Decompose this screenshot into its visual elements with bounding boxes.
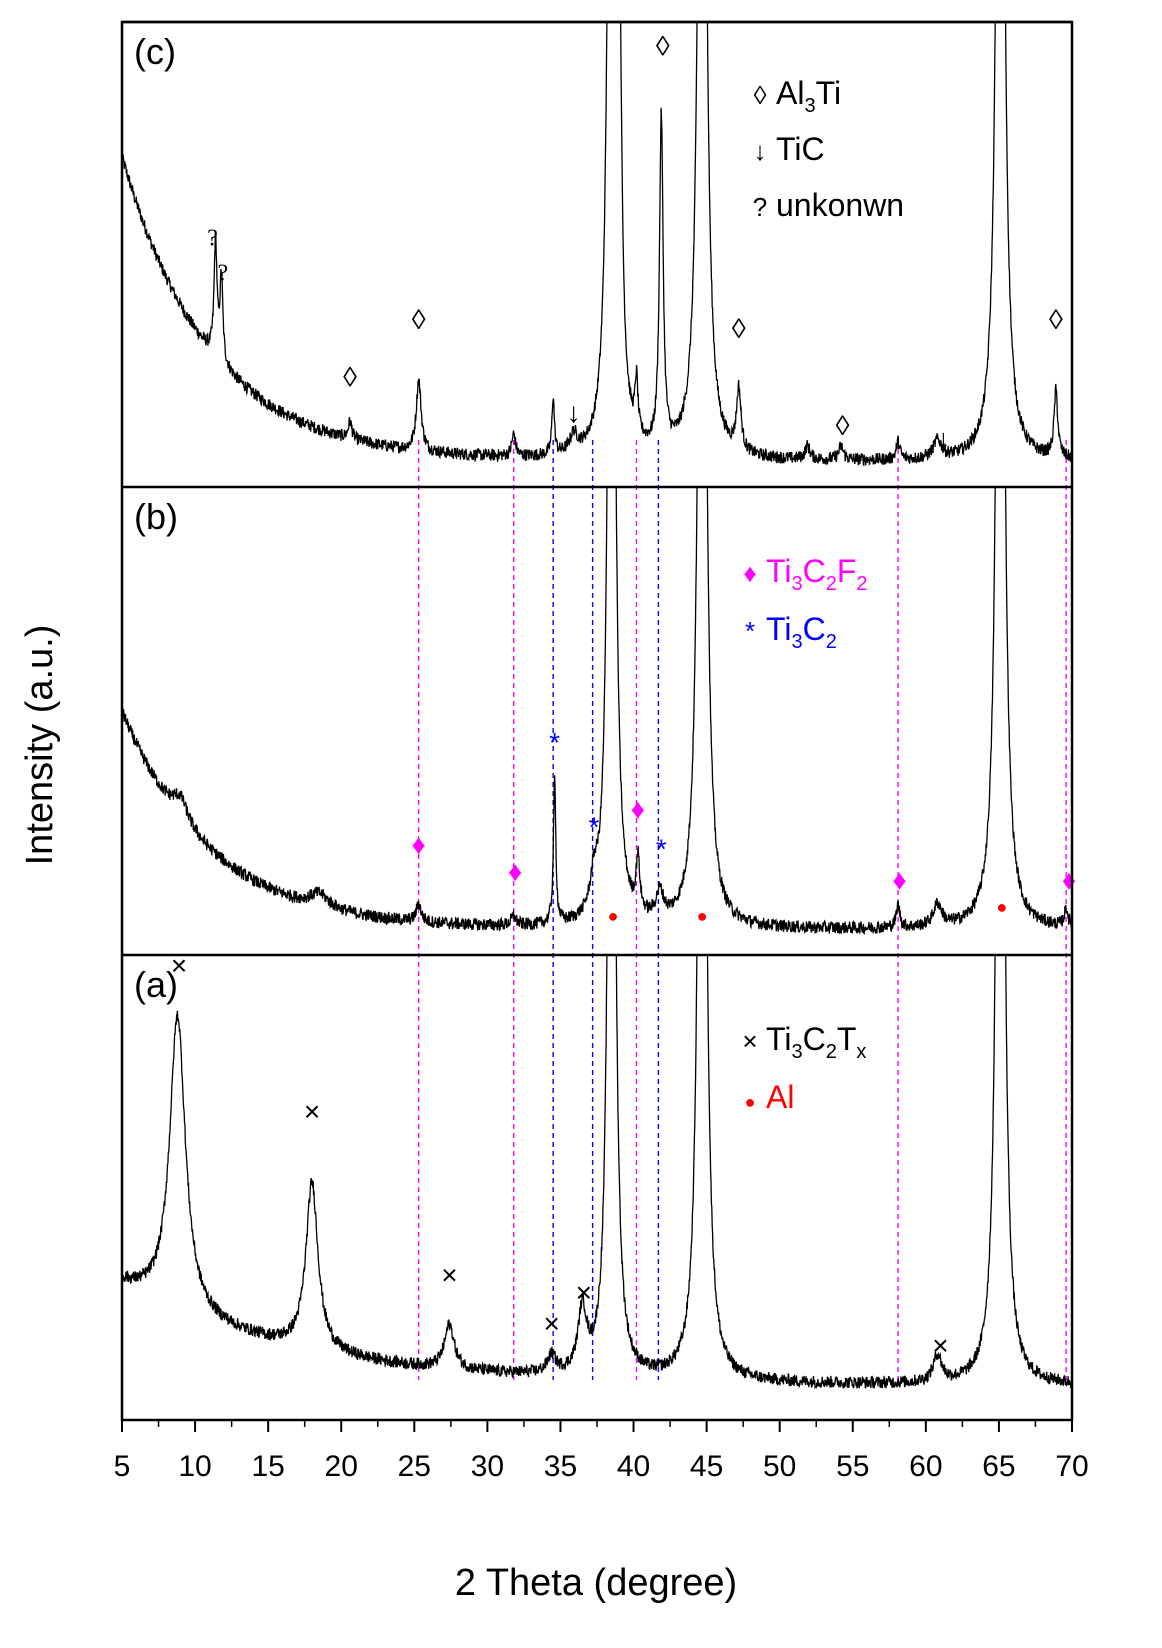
peak-marker: × (441, 1259, 457, 1290)
legend-label: unkonwn (776, 187, 904, 223)
diffraction-curves (122, 22, 1072, 1390)
x-tick-label: 50 (763, 1450, 796, 1483)
legend-label: Ti3C2F2 (766, 553, 868, 595)
legend-entry: × Ti3C2Tx (742, 1021, 866, 1063)
legend-entry: ↓ TiC (754, 131, 825, 167)
x-tick-label: 60 (909, 1450, 942, 1483)
legend-symbol: × (742, 1026, 757, 1056)
x-tick-label: 55 (836, 1450, 869, 1483)
legend-symbol: ♦ (743, 558, 756, 588)
peak-markers: ?? ◊ ◊ ↓ ◊ ◊ ↓ ◊ ◊ ↓ ◊ ♦ ♦ * * ♦ * ♦ ♦ × × × × × × ● ● ● (171, 30, 1076, 1361)
legend-entry: ● Al (745, 1079, 795, 1115)
legend-symbol: ? (753, 192, 767, 222)
legend-label: Al3Ti (776, 75, 841, 117)
peak-marker: ↓ (936, 423, 950, 454)
plot-border (120, 20, 1074, 1422)
peak-marker: ↓ (567, 397, 581, 428)
peak-marker: * (589, 811, 600, 842)
peak-marker: ◊ (1049, 304, 1063, 335)
peak-marker: ♦ (631, 794, 645, 825)
legend-entry: ♦ Ti3C2F2 (743, 553, 867, 595)
x-tick-label: 70 (1055, 1450, 1088, 1483)
peak-marker: ♦ (892, 865, 906, 896)
peak-marker: × (304, 1096, 320, 1127)
peak-marker: ◊ (836, 410, 850, 441)
plot-frame: (c) (b) (a) (120, 20, 1074, 1422)
peak-marker: ● (697, 906, 708, 926)
curve-panel-c (122, 22, 1072, 467)
panel-label: (c) (134, 31, 176, 72)
peak-marker: ♦ (1062, 865, 1076, 896)
legend-entry: ◊ Al3Ti (754, 75, 841, 117)
peak-marker: ● (996, 897, 1007, 917)
y-axis-label: Intensity (a.u.) (19, 625, 61, 866)
x-tick-label: 25 (398, 1450, 431, 1483)
x-tick-label: 20 (325, 1450, 358, 1483)
x-tick-label: 5 (114, 1450, 131, 1483)
curve-panel-b (122, 487, 1072, 935)
x-tick-label: 15 (251, 1450, 284, 1483)
panel-label: (b) (134, 496, 178, 537)
legend-entry: ? unkonwn (753, 187, 904, 223)
legend-label: Al (766, 1079, 794, 1115)
peak-marker: × (171, 950, 187, 981)
curve-panel-a (122, 955, 1072, 1390)
legend-label: Ti3C2Tx (766, 1021, 866, 1063)
peak-marker: ◊ (656, 30, 670, 61)
peak-marker: ? (218, 261, 229, 287)
x-tick-label: 65 (982, 1450, 1015, 1483)
legend-symbol: ◊ (754, 80, 767, 110)
peak-marker: ● (608, 906, 619, 926)
peak-marker: ◊ (343, 362, 357, 393)
legend-entry: * Ti3C2 (745, 611, 837, 653)
peak-marker: ♦ (412, 829, 426, 860)
peak-marker: × (932, 1330, 948, 1361)
legends: ◊ Al3Ti ↓ TiC? unkonwn ♦ Ti3C2F2 * Ti3C2 × Ti3C2Tx… (742, 75, 904, 1115)
legend-symbol: ↓ (754, 136, 767, 166)
peak-marker: ◊ (412, 304, 426, 335)
x-tick-label: 30 (471, 1450, 504, 1483)
peak-marker: × (576, 1277, 592, 1308)
x-tick-label: 35 (544, 1450, 577, 1483)
peak-marker: ? (207, 225, 218, 251)
peak-marker: ♦ (508, 856, 522, 887)
x-axis-label: 2 Theta (degree) (455, 1562, 737, 1604)
legend-symbol: * (745, 616, 755, 646)
x-axis-ticks: 5 10 15 20 25 30 35 40 45 50 55 60 65 70 (114, 1420, 1089, 1483)
legend-label: TiC (776, 131, 825, 167)
x-tick-label: 10 (178, 1450, 211, 1483)
peak-marker: ◊ (732, 313, 746, 344)
peak-marker: × (544, 1308, 560, 1339)
x-tick-label: 45 (690, 1450, 723, 1483)
legend-label: Ti3C2 (766, 611, 837, 653)
reference-lines (417, 440, 1067, 1380)
legend-symbol: ● (745, 1092, 756, 1112)
peak-marker: * (549, 727, 560, 758)
panel-label: (a) (134, 964, 178, 1005)
peak-marker: * (656, 834, 667, 865)
x-tick-label: 40 (617, 1450, 650, 1483)
